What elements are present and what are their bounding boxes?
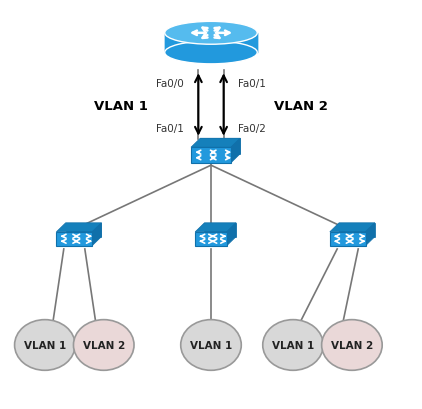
Text: VLAN 2: VLAN 2	[83, 340, 125, 350]
Polygon shape	[165, 34, 257, 53]
Text: Fa0/2: Fa0/2	[238, 124, 266, 134]
Text: VLAN 1: VLAN 1	[272, 340, 314, 350]
Text: Fa0/0: Fa0/0	[156, 79, 184, 89]
Polygon shape	[231, 139, 240, 163]
Ellipse shape	[165, 42, 257, 65]
Polygon shape	[191, 148, 231, 163]
Polygon shape	[57, 223, 101, 232]
Polygon shape	[330, 223, 375, 232]
Text: Fa0/1: Fa0/1	[238, 79, 266, 89]
Ellipse shape	[73, 320, 134, 371]
Polygon shape	[92, 223, 101, 246]
Polygon shape	[365, 223, 375, 246]
Ellipse shape	[181, 320, 241, 371]
Polygon shape	[227, 223, 236, 246]
Text: VLAN 1: VLAN 1	[94, 100, 148, 113]
Polygon shape	[205, 223, 236, 237]
Text: VLAN 1: VLAN 1	[190, 340, 232, 350]
Polygon shape	[57, 232, 92, 246]
Text: Fa0/1: Fa0/1	[156, 124, 184, 134]
Polygon shape	[195, 232, 227, 246]
Text: VLAN 2: VLAN 2	[274, 100, 328, 113]
Ellipse shape	[263, 320, 323, 371]
Ellipse shape	[322, 320, 382, 371]
Polygon shape	[191, 139, 240, 148]
Text: VLAN 1: VLAN 1	[24, 340, 66, 350]
Polygon shape	[339, 223, 375, 237]
Ellipse shape	[165, 22, 257, 45]
Polygon shape	[66, 223, 101, 237]
Polygon shape	[200, 139, 240, 154]
Text: VLAN 2: VLAN 2	[331, 340, 373, 350]
Polygon shape	[195, 223, 236, 232]
Polygon shape	[330, 232, 365, 246]
Ellipse shape	[15, 320, 75, 371]
